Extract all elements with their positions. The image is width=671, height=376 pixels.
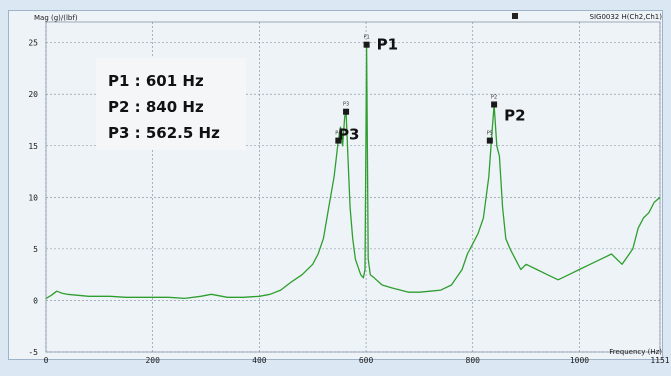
annotation-line-p2: P2 : 840 Hz [108,98,204,116]
y-tick-label: -5 [28,348,38,357]
y-tick-label: 15 [28,142,38,151]
x-tick-label: 600 [359,356,374,365]
y-tick-label: 10 [28,193,38,202]
axes: Mag (g)/(lbf) Frequency (Hz) [34,14,662,356]
x-tick-label: 400 [252,356,267,365]
legend-marker [512,13,518,19]
annotation-line-p3: P3 : 562.5 Hz [108,124,220,142]
y-tick-label: 25 [28,39,38,48]
annotation-box-bg [96,58,246,150]
x-tick-label: 1000 [570,356,589,365]
peak-marker-label: P4 [335,131,341,137]
y-tick-label: 20 [28,90,38,99]
x-axis-label: Frequency (Hz) [609,348,662,356]
peak-labels: P1 P2 P3 [338,36,525,144]
peak-label-p3: P3 [338,126,359,144]
x-tick-label: 1151 [650,356,669,365]
series [45,44,661,300]
peak-label-p1: P1 [377,36,398,54]
peak-marker [343,108,350,115]
x-tick-label: 800 [466,356,481,365]
annotation-box: P1 : 601 Hz P2 : 840 Hz P3 : 562.5 Hz [96,58,246,150]
x-tick-label: 200 [145,356,160,365]
peak-marker [491,101,498,108]
peak-marker [363,41,370,48]
peak-marker [335,137,342,144]
peak-marker-label: P3 [343,102,349,108]
grid: 0 200 400 600 800 1000 1151 -5 0 5 10 15 20 25 [28,21,670,365]
legend-entry: SIG0032 H(Ch2,Ch1) [590,13,663,21]
y-axis-label: Mag (g)/(lbf) [34,14,78,22]
peak-marker-label: P5 [487,131,493,137]
x-tick-label: 0 [44,356,49,365]
peak-marker-label: P1 [364,35,370,41]
series-line [45,44,661,300]
peak-label-p2: P2 [504,107,525,125]
y-tick-label: 0 [33,296,38,305]
y-tick-label: 5 [33,245,38,254]
annotation-line-p1: P1 : 601 Hz [108,72,204,90]
legend[interactable]: SIG0032 H(Ch2,Ch1) [512,13,662,21]
peak-marker [486,137,493,144]
peak-marker-label: P2 [491,95,497,101]
